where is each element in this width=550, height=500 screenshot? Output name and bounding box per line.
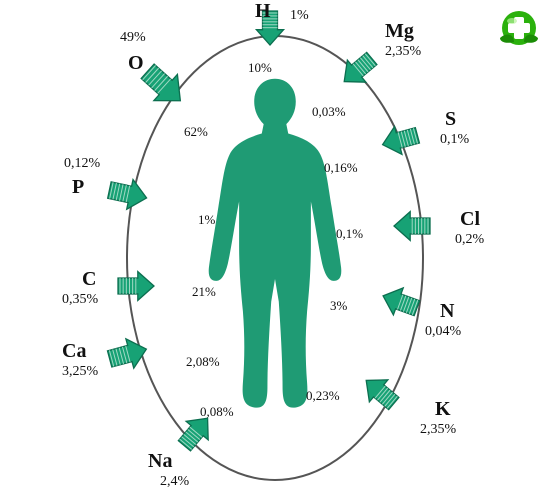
element-symbol-cl: Cl: [460, 208, 480, 231]
arrow-c: [118, 268, 154, 304]
arrow-s: [382, 122, 418, 158]
arrow-o: [142, 64, 186, 108]
outer-pct-ca: 3,25%: [62, 364, 98, 380]
inner-pct-cl: 0,1%: [336, 226, 363, 242]
arrow-mg: [340, 52, 376, 88]
element-symbol-ca: Ca: [62, 340, 86, 363]
inner-pct-p: 1%: [198, 212, 215, 228]
inner-pct-mg: 0,03%: [312, 104, 346, 120]
outer-pct-k: 2,35%: [420, 422, 456, 438]
element-symbol-c: C: [82, 268, 96, 291]
element-symbol-o: O: [128, 52, 144, 75]
arrow-k: [362, 374, 398, 410]
element-symbol-mg: Mg: [385, 20, 414, 43]
element-symbol-h: H: [255, 0, 271, 23]
outer-pct-n: 0,04%: [425, 324, 461, 340]
diagram-stage: H1%10% Mg2,35%0,03% S0,1%0,16% Cl0,2%0,1…: [0, 0, 550, 500]
outer-pct-p: 0,12%: [64, 156, 100, 172]
arrow-p: [109, 175, 147, 213]
arrow-n: [382, 284, 418, 320]
inner-pct-k: 0,23%: [306, 388, 340, 404]
inner-pct-s: 0,16%: [324, 160, 358, 176]
outer-pct-na: 2,4%: [160, 474, 189, 490]
element-symbol-p: P: [72, 176, 84, 199]
outer-pct-cl: 0,2%: [455, 232, 484, 248]
outer-pct-o: 49%: [120, 30, 146, 46]
health-logo-icon: [496, 8, 542, 54]
inner-pct-na: 0,08%: [200, 404, 234, 420]
inner-pct-o: 62%: [184, 124, 208, 140]
outer-pct-h: 1%: [290, 8, 309, 24]
outer-pct-c: 0,35%: [62, 292, 98, 308]
element-symbol-na: Na: [148, 450, 172, 473]
outer-pct-mg: 2,35%: [385, 44, 421, 60]
inner-pct-n: 3%: [330, 298, 347, 314]
inner-pct-c: 21%: [192, 284, 216, 300]
element-symbol-k: K: [435, 398, 451, 421]
element-symbol-s: S: [445, 108, 456, 131]
outer-pct-s: 0,1%: [440, 132, 469, 148]
inner-pct-h: 10%: [248, 60, 272, 76]
arrow-cl: [394, 208, 430, 244]
element-symbol-n: N: [440, 300, 454, 323]
arrow-ca: [109, 335, 147, 373]
inner-pct-ca: 2,08%: [186, 354, 220, 370]
